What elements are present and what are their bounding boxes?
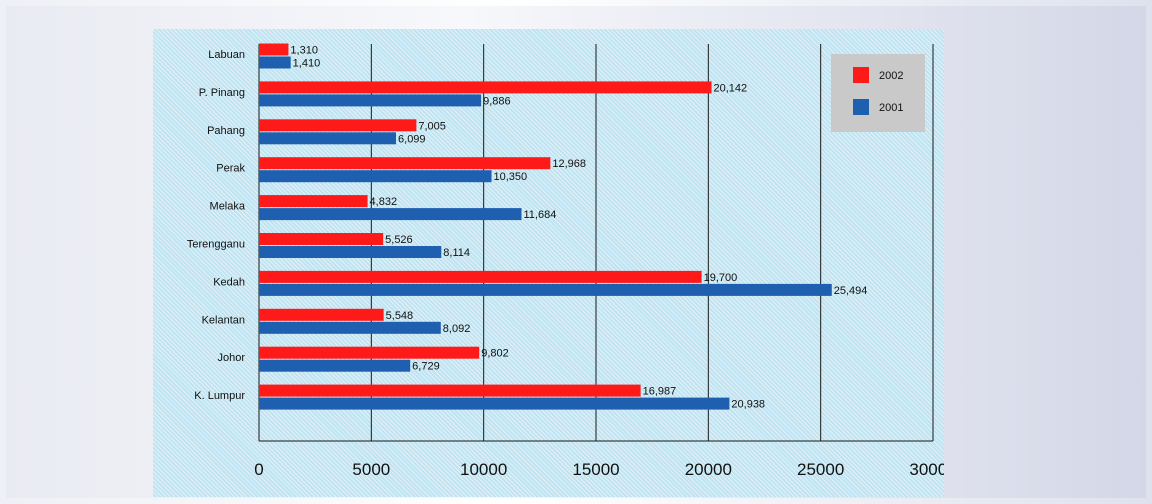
data-label: 12,968 [552,158,586,170]
bar-2001 [259,321,441,334]
legend-swatch [853,99,869,115]
x-tick-label: 20000 [685,460,732,479]
bar-2001 [259,94,482,107]
data-label: 1,410 [293,58,321,70]
bar-2002 [259,195,368,208]
category-label: Johor [217,352,245,364]
bar-2001 [259,397,730,410]
category-label: Labuan [208,49,245,61]
data-label: 5,548 [386,310,414,322]
data-label: 20,938 [731,399,765,411]
bar-2001 [259,283,832,296]
data-label: 6,099 [398,133,426,145]
data-label: 8,092 [443,323,471,335]
category-label: Kedah [213,276,245,288]
data-label: 6,729 [412,361,440,373]
data-label: 11,684 [524,209,557,221]
bar-2001 [259,246,442,258]
x-tick-label: 30000 [909,460,944,479]
x-tick-label: 10000 [460,460,507,479]
data-label: 20,142 [714,82,748,94]
legend-box [831,54,925,132]
data-label: 9,802 [481,348,509,360]
category-label: Melaka [210,201,246,213]
category-label: K. Lumpur [194,390,245,402]
category-label: Pahang [207,125,245,137]
x-tick-label: 15000 [572,460,619,479]
legend-label: 2002 [879,70,903,82]
legend-swatch [853,67,869,83]
bar-2002 [259,384,641,397]
bar-2001 [259,132,397,145]
bar-2001 [259,170,492,183]
category-label: Perak [216,163,245,175]
data-label: 19,700 [704,272,738,284]
bar-2002 [259,308,384,321]
data-label: 5,526 [385,234,413,246]
bar-2002 [259,233,384,245]
bar-2001 [259,56,291,69]
bar-2001 [259,359,411,372]
legend-label: 2001 [879,102,903,114]
category-label: Terengganu [187,239,245,251]
bar-2002 [259,119,417,132]
bar-2001 [259,208,522,221]
bar-2002 [259,43,289,56]
bar-2002 [259,346,480,359]
data-label: 16,987 [643,386,677,398]
bar-2002 [259,157,551,170]
chart-panel: 0 5000 10000 15000 20000 25000 30000 Labuan 1,31… [153,29,944,497]
x-tick-label: 0 [254,460,263,479]
data-label: 7,005 [418,120,446,132]
category-label: P. Pinang [199,87,245,99]
bar-chart: 0 5000 10000 15000 20000 25000 30000 Labuan 1,31… [187,43,944,479]
data-label: 25,494 [834,285,868,297]
data-label: 1,310 [290,45,318,57]
data-label: 8,114 [443,247,470,259]
category-label: Kelantan [202,314,245,326]
data-label: 10,350 [494,171,528,183]
bar-2002 [259,81,712,94]
x-tick-label: 5000 [352,460,390,479]
x-tick-label: 25000 [797,460,844,479]
data-label: 9,886 [483,95,511,107]
bar-2002 [259,270,702,283]
page-frame: 0 5000 10000 15000 20000 25000 30000 Labuan 1,31… [6,6,1146,498]
data-label: 4,832 [370,196,398,208]
